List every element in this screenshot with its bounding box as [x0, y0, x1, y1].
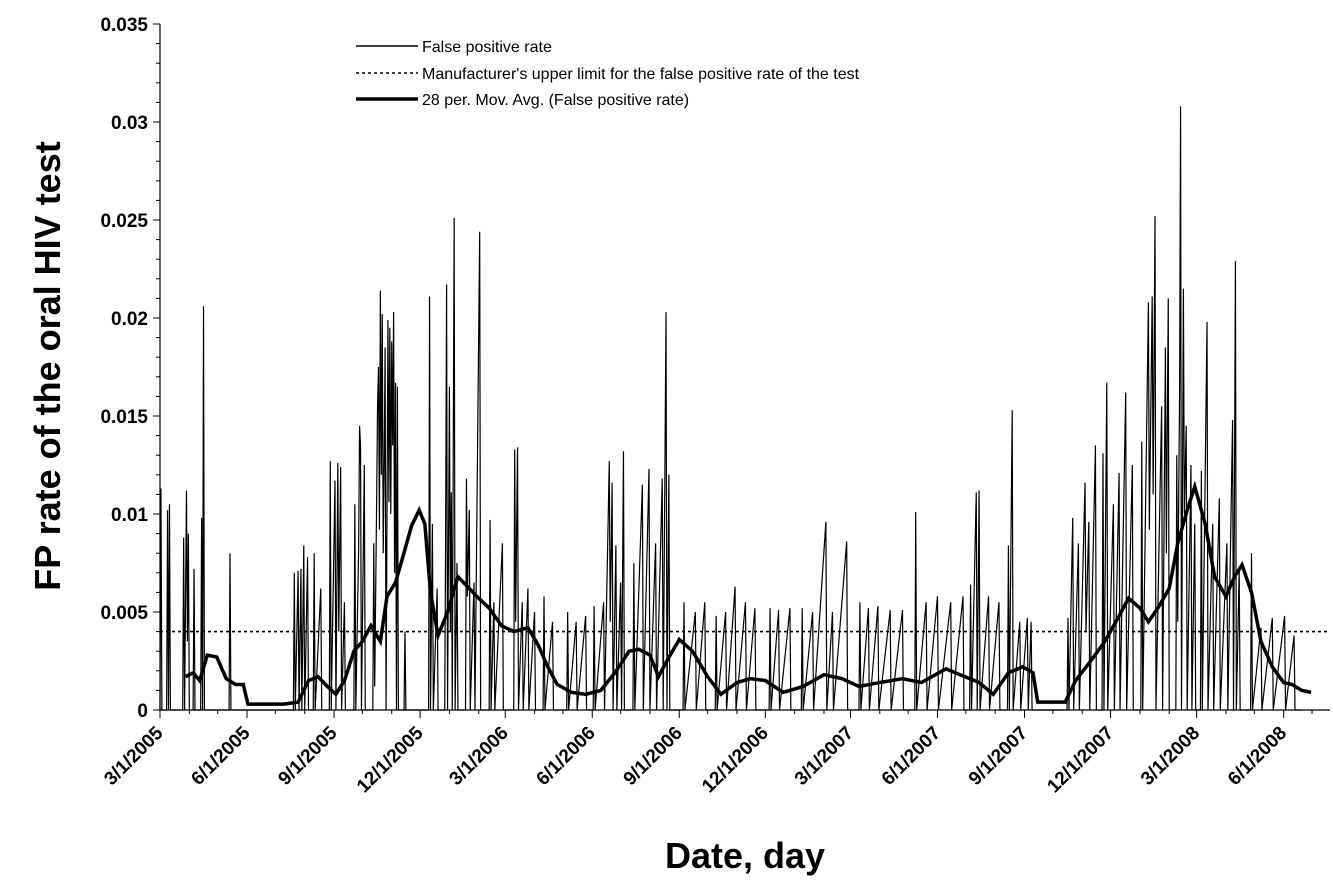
y-tick-label: 0.005: [100, 603, 148, 624]
series-line-2: [184, 480, 1312, 706]
x-tick-label: 12/1/2007: [1043, 723, 1118, 798]
y-axis-ticks: 0 0.005 0.01 0.015 0.02 0.025 0.03 0.035: [100, 15, 160, 722]
x-axis-title: Date, day: [665, 835, 825, 876]
legend-label-false-positive-rate: False positive rate: [422, 39, 552, 56]
x-tick-label: 6/1/2005: [187, 722, 254, 789]
legend-label-moving-average: 28 per. Mov. Avg. (False positive rate): [422, 92, 689, 109]
axes: [159, 24, 1330, 711]
y-tick-label: 0.035: [100, 15, 148, 36]
x-axis-ticks: 3/1/2005 6/1/2005 9/1/2005 12/1/2005 3/1/200…: [100, 710, 1313, 798]
series-line-0: [159, 106, 1302, 711]
x-tick-label: 9/1/2006: [620, 723, 687, 790]
x-tick-label: 3/1/2007: [791, 723, 858, 790]
y-tick-label: 0.025: [100, 211, 148, 232]
x-tick-label: 9/1/2007: [965, 723, 1032, 790]
x-tick-label: 3/1/2008: [1137, 723, 1204, 790]
x-tick-label: 3/1/2006: [446, 723, 513, 790]
y-tick-label: 0: [137, 701, 148, 722]
x-tick-label: 3/1/2005: [100, 722, 167, 789]
x-tick-label: 12/1/2006: [698, 723, 773, 798]
legend-label-manufacturer-limit: Manufacturer's upper limit for the false…: [422, 66, 860, 83]
legend: False positive rate Manufacturer's upper…: [356, 39, 860, 109]
y-tick-label: 0.01: [111, 505, 148, 526]
x-tick-label: 6/1/2008: [1224, 723, 1291, 790]
y-axis-title: FP rate of the oral HIV test: [27, 141, 68, 590]
x-tick-label: 9/1/2005: [274, 722, 341, 789]
x-tick-label: 6/1/2006: [533, 723, 600, 790]
x-tick-label: 6/1/2007: [878, 723, 945, 790]
plot-lines: [159, 106, 1330, 711]
y-tick-label: 0.02: [111, 309, 148, 330]
y-tick-label: 0.03: [111, 113, 148, 134]
x-tick-label: 12/1/2005: [353, 722, 428, 797]
y-tick-label: 0.015: [100, 407, 148, 428]
